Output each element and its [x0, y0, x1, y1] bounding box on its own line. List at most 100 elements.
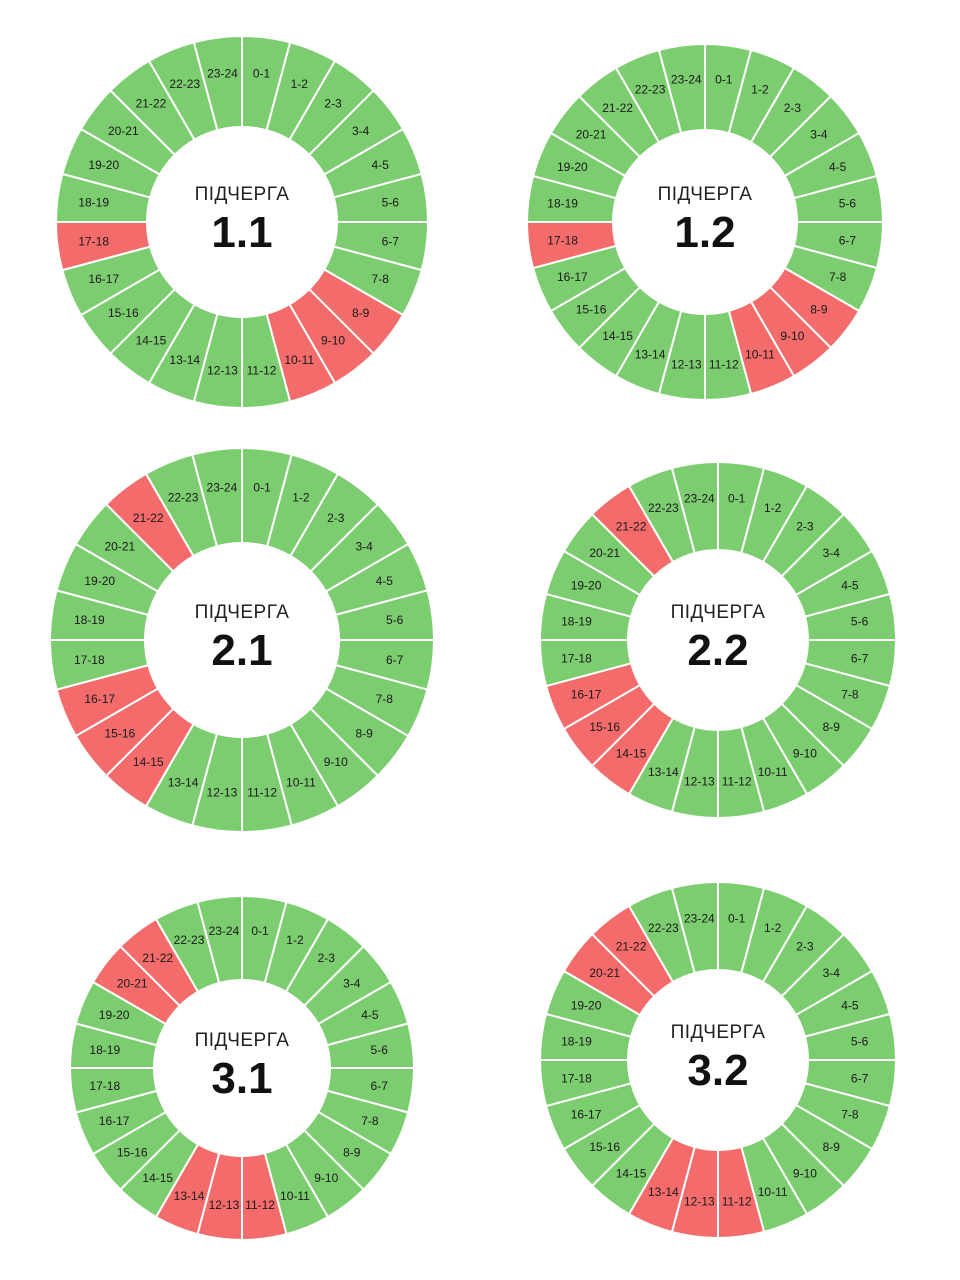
segment-label: 2-3: [327, 511, 345, 525]
segment-23-24-on: [191, 446, 243, 548]
segment-label: 2-3: [784, 101, 802, 115]
segment-label: 8-9: [823, 720, 841, 734]
segment-label: 5-6: [839, 196, 857, 210]
segment-label: 19-20: [99, 1008, 130, 1022]
segment-label: 17-18: [78, 235, 109, 249]
segment-label: 12-13: [209, 1198, 240, 1212]
segment-label: 15-16: [576, 302, 607, 316]
segment-label: 21-22: [602, 101, 633, 115]
segment-label: 19-20: [88, 158, 119, 172]
chart-title: 3.1: [211, 1054, 272, 1103]
segment-label: 1-2: [291, 77, 309, 91]
segment-label: 5-6: [386, 613, 404, 627]
segment-label: 22-23: [169, 77, 200, 91]
segment-23-24-on: [192, 34, 243, 132]
segment-label: 19-20: [571, 998, 602, 1012]
segment-label: 20-21: [104, 539, 135, 553]
segment-label: 16-17: [88, 272, 119, 286]
segment-label: 18-19: [78, 195, 109, 209]
segment-label: 12-13: [207, 363, 238, 377]
segment-label: 22-23: [168, 491, 199, 505]
segment-label: 17-18: [74, 653, 105, 667]
segment-23-24-on: [670, 880, 719, 975]
schedule-chart-1-2: 0-1 1-2 2-3 3-4 4-5 5-6 6-7 7-8 8-9 9-10 10-11 11-1…: [525, 42, 885, 402]
segment-label: 2-3: [796, 520, 814, 534]
segment-label: 5-6: [851, 614, 869, 628]
schedule-chart-3-1: 0-1 1-2 2-3 3-4 4-5 5-6 6-7 7-8 8-9 9-10 10-11 11-1…: [68, 894, 416, 1242]
segment-label: 21-22: [616, 520, 647, 534]
segment-label: 1-2: [292, 491, 310, 505]
segment-label: 23-24: [207, 67, 238, 81]
segment-label: 10-11: [284, 353, 314, 367]
segment-label: 9-10: [793, 1166, 817, 1180]
segment-label: 11-12: [247, 786, 277, 800]
segment-label: 18-19: [561, 614, 592, 628]
segment-label: 14-15: [616, 746, 647, 760]
segment-label: 10-11: [758, 765, 788, 779]
segment-label: 16-17: [84, 692, 115, 706]
segment-label: 0-1: [728, 491, 746, 505]
segment-label: 17-18: [561, 1072, 592, 1086]
segment-label: 9-10: [793, 746, 817, 760]
segment-label: 4-5: [841, 998, 859, 1012]
segment-label: 22-23: [648, 501, 679, 515]
segment-label: 10-11: [286, 775, 316, 789]
chart-title: 2.2: [687, 626, 748, 675]
chart-caption: ПІДЧЕРГА: [195, 602, 290, 623]
segment-label: 13-14: [174, 1189, 205, 1203]
segment-label: 13-14: [635, 348, 666, 362]
segment-label: 15-16: [104, 727, 135, 741]
segment-label: 18-19: [74, 613, 105, 627]
segment-label: 0-1: [728, 911, 746, 925]
segment-label: 17-18: [561, 652, 592, 666]
segment-label: 17-18: [547, 234, 578, 248]
segment-label: 11-12: [722, 775, 752, 789]
segment-label: 3-4: [343, 977, 361, 991]
segment-23-24-on: [196, 894, 243, 985]
segment-label: 6-7: [851, 652, 869, 666]
segment-label: 20-21: [589, 966, 620, 980]
segment-label: 15-16: [117, 1145, 148, 1159]
segment-label: 4-5: [372, 158, 390, 172]
segment-label: 3-4: [352, 124, 370, 138]
segment-label: 14-15: [133, 755, 164, 769]
segment-label: 22-23: [635, 82, 666, 96]
segment-label: 6-7: [386, 653, 404, 667]
segment-label: 11-12: [709, 357, 739, 371]
segment-label: 4-5: [841, 578, 859, 592]
schedule-chart-1-1: 0-1 1-2 2-3 3-4 4-5 5-6 6-7 7-8 8-9 9-10 10-11 11-1…: [54, 34, 430, 410]
segment-label: 1-2: [751, 82, 769, 96]
segment-label: 7-8: [361, 1114, 379, 1128]
segment-label: 13-14: [648, 1185, 679, 1199]
segment-label: 8-9: [810, 302, 828, 316]
segment-label: 20-21: [108, 124, 139, 138]
segment-label: 23-24: [684, 911, 715, 925]
segment-label: 21-22: [136, 96, 167, 110]
segment-label: 20-21: [589, 546, 620, 560]
segment-label: 9-10: [780, 329, 804, 343]
segment-label: 18-19: [547, 196, 578, 210]
segment-label: 5-6: [382, 195, 400, 209]
segment-label: 19-20: [557, 160, 588, 174]
segment-label: 20-21: [576, 128, 607, 142]
segment-label: 22-23: [648, 921, 679, 935]
segment-label: 9-10: [324, 755, 348, 769]
segment-label: 7-8: [829, 270, 847, 284]
segment-label: 1-2: [286, 933, 304, 947]
segment-label: 0-1: [715, 73, 733, 87]
segment-label: 0-1: [251, 924, 269, 938]
chart-caption: ПІДЧЕРГА: [195, 184, 290, 205]
segment-label: 7-8: [841, 688, 859, 702]
segment-label: 23-24: [207, 480, 238, 494]
schedule-chart-3-2: 0-1 1-2 2-3 3-4 4-5 5-6 6-7 7-8 8-9 9-10 10-11 11-1…: [538, 880, 898, 1240]
segment-label: 7-8: [841, 1108, 859, 1122]
segment-label: 23-24: [209, 924, 240, 938]
schedule-chart-2-2: 0-1 1-2 2-3 3-4 4-5 5-6 6-7 7-8 8-9 9-10 10-11 11-1…: [538, 460, 898, 820]
segment-label: 9-10: [321, 334, 345, 348]
segment-label: 18-19: [89, 1043, 120, 1057]
segment-label: 10-11: [758, 1185, 788, 1199]
segment-label: 21-22: [142, 951, 173, 965]
segment-label: 8-9: [356, 727, 374, 741]
segment-label: 3-4: [810, 128, 828, 142]
